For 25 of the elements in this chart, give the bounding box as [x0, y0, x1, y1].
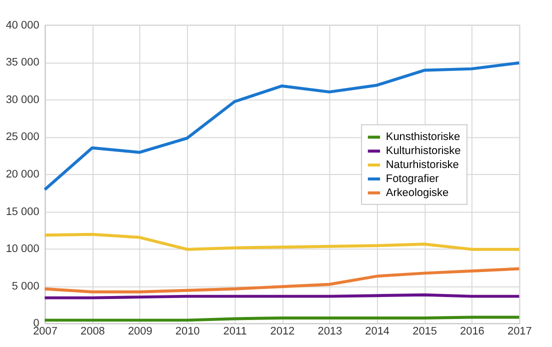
y-tick-label: 25 000 — [6, 131, 40, 144]
x-tick-label: 2014 — [365, 326, 390, 338]
y-tick-label: 35 000 — [6, 56, 40, 69]
legend-label: Naturhistoriske — [386, 159, 459, 172]
x-tick-label: 2015 — [412, 326, 437, 338]
x-tick-label: 2009 — [128, 326, 152, 338]
line-series — [43, 267, 521, 294]
y-tick-label: 10 000 — [6, 243, 40, 256]
line-series — [43, 232, 521, 251]
x-tick-label: 2017 — [508, 326, 532, 338]
legend-label: Kunsthistoriske — [386, 131, 460, 144]
x-tick-label: 2011 — [223, 326, 247, 338]
y-tick-label: 30 000 — [6, 94, 40, 106]
y-tick-label: 5 000 — [12, 280, 40, 292]
legend-label: Arkeologiske — [386, 186, 449, 199]
y-tick-label: 20 000 — [6, 168, 40, 180]
y-tick-label: 40 000 — [6, 19, 40, 32]
y-tick-label: 15 000 — [6, 206, 40, 218]
x-tick-label: 2013 — [318, 326, 342, 338]
x-tick-label: 2012 — [270, 326, 295, 338]
x-tick-label: 2010 — [175, 326, 200, 338]
legend-label: Kulturhistoriske — [386, 145, 461, 158]
x-tick-label: 2016 — [460, 326, 484, 338]
x-tick-label: 2008 — [80, 326, 105, 338]
legend-label: Fotografier — [386, 172, 440, 185]
